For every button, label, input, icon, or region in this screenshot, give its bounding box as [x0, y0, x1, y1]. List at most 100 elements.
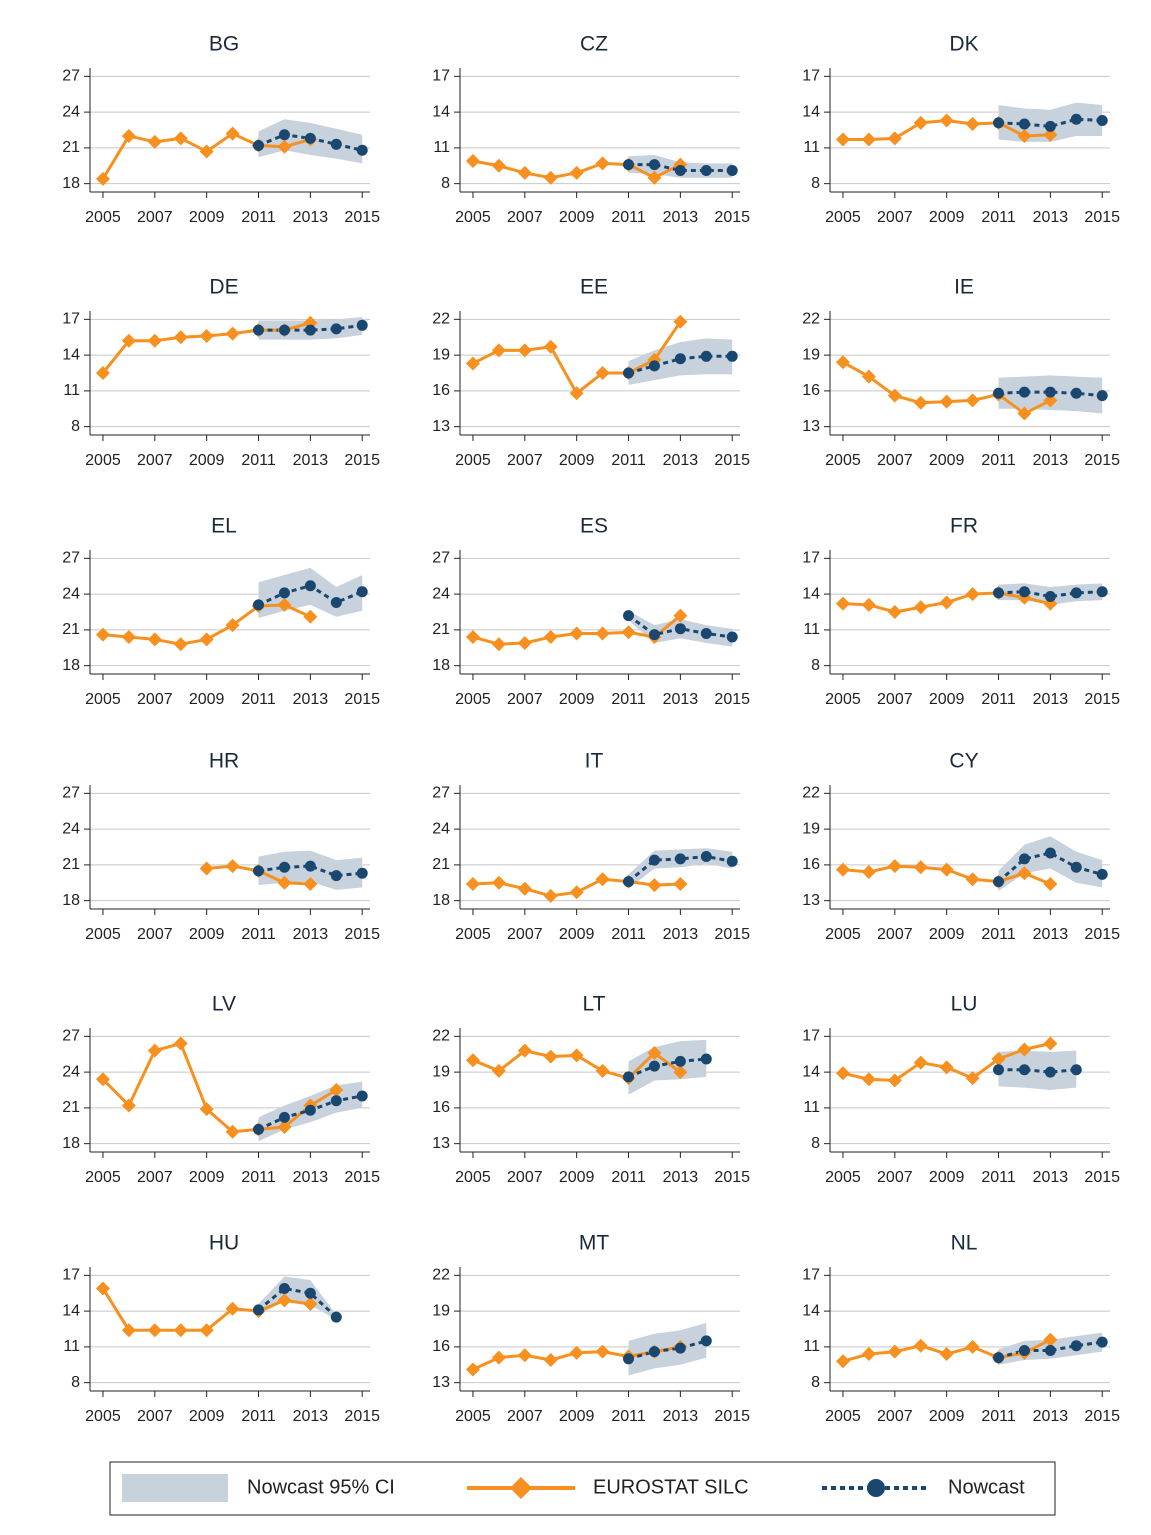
x-tick-label: 2007 — [507, 452, 543, 469]
legend-swatch — [122, 1474, 228, 1502]
ci-band — [628, 1039, 707, 1095]
x-tick-label: 2009 — [559, 1408, 595, 1425]
x-tick-label: 2013 — [1033, 209, 1069, 226]
x-tick-label: 2015 — [714, 1169, 750, 1186]
x-tick-label: 2007 — [507, 1169, 543, 1186]
silc-marker — [147, 1043, 162, 1058]
x-tick-label: 2015 — [1084, 1169, 1120, 1186]
nowcast-marker — [1070, 387, 1082, 399]
nowcast-marker — [1096, 114, 1108, 126]
x-tick-label: 2015 — [1084, 691, 1120, 708]
x-tick-label: 2007 — [877, 1408, 913, 1425]
nowcast-marker — [700, 165, 712, 177]
silc-marker — [569, 386, 584, 401]
y-tick-label: 17 — [802, 68, 820, 85]
silc-marker — [569, 1048, 584, 1063]
y-tick-label: 14 — [62, 1302, 80, 1319]
silc-marker — [647, 170, 662, 185]
nowcast-marker — [253, 1304, 265, 1316]
silc-marker — [939, 595, 954, 610]
silc-marker — [173, 1323, 188, 1338]
silc-marker — [465, 876, 480, 891]
y-tick-label: 24 — [62, 1063, 80, 1080]
x-tick-label: 2009 — [189, 926, 225, 943]
x-tick-label: 2011 — [611, 691, 646, 708]
silc-marker — [121, 630, 136, 645]
x-tick-label: 2015 — [1084, 1408, 1120, 1425]
nowcast-marker — [726, 631, 738, 643]
panel-title: LV — [212, 993, 236, 1016]
y-tick-label: 18 — [432, 657, 450, 674]
silc-marker — [199, 144, 214, 159]
nowcast-marker — [700, 1053, 712, 1065]
silc-marker — [277, 597, 292, 612]
panel-title: EE — [580, 276, 608, 299]
x-tick-label: 2011 — [611, 209, 646, 226]
nowcast-marker — [648, 159, 660, 171]
silc-marker — [965, 393, 980, 408]
silc-marker — [465, 154, 480, 168]
y-tick-label: 13 — [802, 418, 820, 435]
y-tick-label: 22 — [432, 1267, 450, 1284]
silc-marker — [543, 339, 558, 354]
y-tick-label: 21 — [62, 1099, 80, 1116]
x-tick-label: 2013 — [663, 691, 699, 708]
x-tick-label: 2005 — [455, 691, 491, 708]
nowcast-marker — [330, 138, 342, 150]
silc-marker — [277, 1119, 292, 1134]
silc-marker — [465, 1053, 480, 1068]
y-tick-label: 21 — [62, 856, 80, 873]
x-tick-label: 2009 — [559, 691, 595, 708]
x-tick-label: 2005 — [825, 209, 861, 226]
silc-marker — [199, 329, 214, 344]
x-tick-label: 2007 — [137, 1169, 173, 1186]
x-tick-label: 2007 — [137, 691, 173, 708]
silc-marker — [491, 875, 506, 890]
y-tick-label: 14 — [62, 346, 80, 363]
y-tick-label: 17 — [432, 68, 450, 85]
x-tick-label: 2005 — [85, 452, 121, 469]
nowcast-marker — [1070, 587, 1082, 599]
x-tick-label: 2011 — [241, 1408, 276, 1425]
x-tick-label: 2013 — [293, 1169, 329, 1186]
x-tick-label: 2013 — [293, 209, 329, 226]
x-tick-label: 2013 — [1033, 926, 1069, 943]
silc-marker — [861, 369, 876, 384]
panel-title: IT — [585, 750, 604, 773]
panel-title: FR — [950, 515, 978, 538]
silc-marker — [491, 1350, 506, 1365]
x-tick-label: 2013 — [293, 1408, 329, 1425]
y-tick-label: 19 — [432, 1302, 450, 1319]
x-tick-label: 2015 — [344, 691, 380, 708]
x-tick-label: 2015 — [714, 452, 750, 469]
silc-marker — [569, 626, 584, 641]
x-tick-label: 2015 — [1084, 926, 1120, 943]
panel-title: MT — [579, 1232, 609, 1255]
y-tick-label: 27 — [62, 550, 80, 567]
x-tick-label: 2011 — [241, 691, 276, 708]
silc-marker — [887, 859, 902, 874]
silc-marker — [491, 343, 506, 358]
y-tick-label: 16 — [802, 382, 820, 399]
x-tick-label: 2011 — [981, 926, 1016, 943]
x-tick-label: 2009 — [189, 209, 225, 226]
nowcast-marker — [674, 623, 686, 635]
silc-marker — [647, 878, 662, 893]
silc-marker — [965, 117, 980, 132]
y-tick-label: 16 — [802, 856, 820, 873]
silc-marker — [517, 343, 532, 358]
silc-marker — [887, 1344, 902, 1359]
nowcast-marker — [1070, 113, 1082, 125]
silc-marker — [199, 861, 214, 876]
x-tick-label: 2013 — [293, 926, 329, 943]
silc-marker — [465, 630, 480, 645]
y-tick-label: 21 — [432, 621, 450, 638]
nowcast-marker — [330, 870, 342, 882]
nowcast-marker — [726, 165, 738, 177]
x-tick-label: 2009 — [929, 926, 965, 943]
y-tick-label: 19 — [802, 820, 820, 837]
nowcast-marker — [1044, 386, 1056, 398]
nowcast-marker — [993, 117, 1005, 129]
silc-marker — [595, 1063, 610, 1078]
nowcast-marker — [1018, 586, 1030, 598]
